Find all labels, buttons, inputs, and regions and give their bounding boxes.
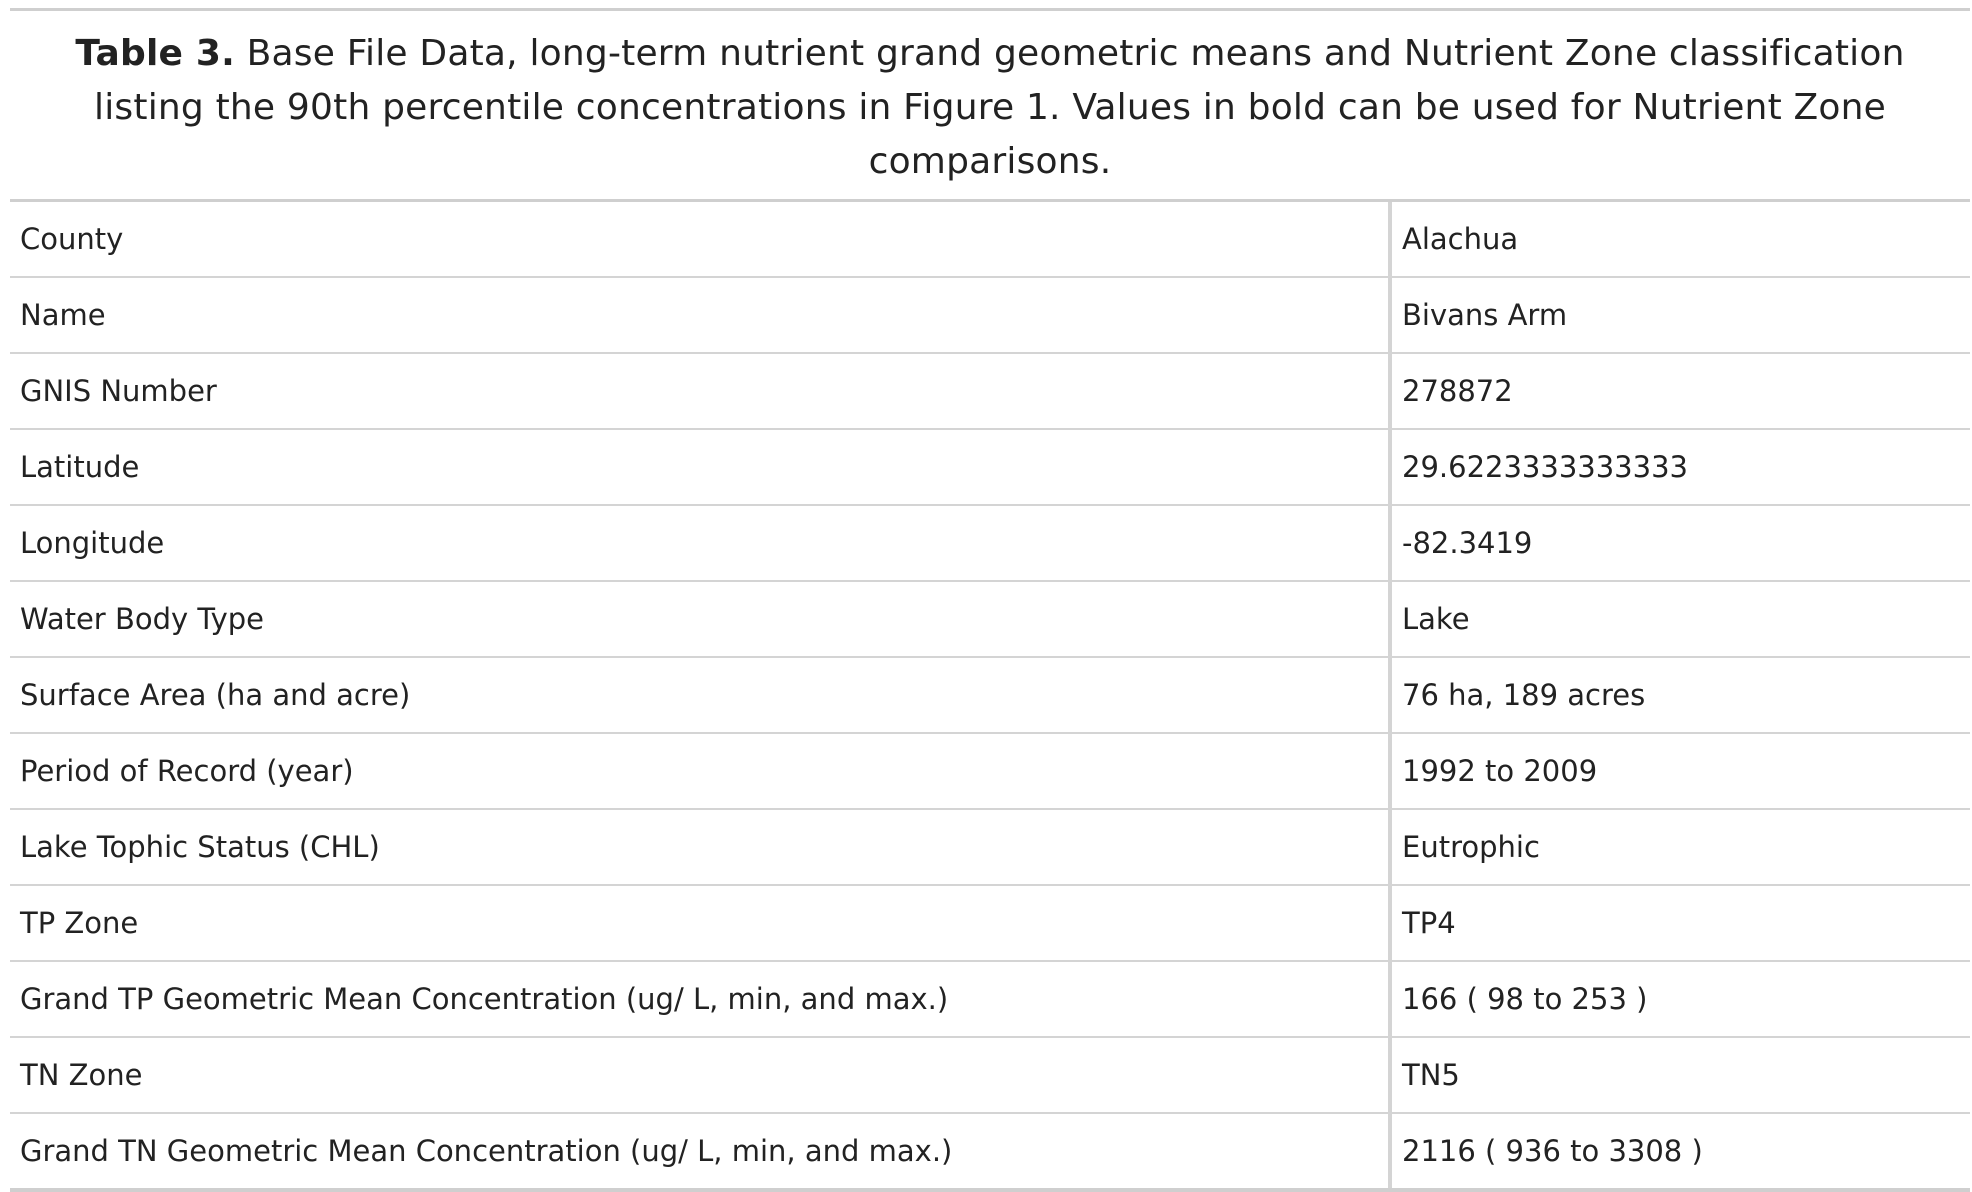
row-label: Period of Record (year) <box>10 733 1390 810</box>
row-value: 76 ha, 189 acres <box>1388 657 1970 734</box>
row-label: Latitude <box>10 429 1390 506</box>
table-row: Longitude -82.3419 <box>10 505 1970 582</box>
table-row: Name Bivans Arm <box>10 277 1970 354</box>
row-label: TP Zone <box>10 885 1390 962</box>
table-row: County Alachua <box>10 202 1970 278</box>
row-label: GNIS Number <box>10 353 1390 430</box>
table-row: Grand TN Geometric Mean Concentration (u… <box>10 1113 1970 1192</box>
row-value: 2116 ( 936 to 3308 ) <box>1388 1113 1970 1192</box>
row-value: 1992 to 2009 <box>1388 733 1970 810</box>
row-value: Bivans Arm <box>1388 277 1970 354</box>
table-row: Water Body Type Lake <box>10 581 1970 658</box>
row-label: Name <box>10 277 1390 354</box>
table-row: TN Zone TN5 <box>10 1037 1970 1114</box>
table-row: Period of Record (year) 1992 to 2009 <box>10 733 1970 810</box>
table-row: TP Zone TP4 <box>10 885 1970 962</box>
row-value: TN5 <box>1388 1037 1970 1114</box>
caption-lead: Table 3. <box>75 33 235 74</box>
table-caption: Table 3. Base File Data, long-term nutri… <box>10 11 1970 199</box>
row-value: -82.3419 <box>1388 505 1970 582</box>
row-value: Eutrophic <box>1388 809 1970 886</box>
caption-text: Base File Data, long-term nutrient grand… <box>94 33 1905 182</box>
table-row: Surface Area (ha and acre) 76 ha, 189 ac… <box>10 657 1970 734</box>
row-value: Lake <box>1388 581 1970 658</box>
top-rule <box>10 8 1970 11</box>
row-label: Lake Tophic Status (CHL) <box>10 809 1390 886</box>
row-label: Water Body Type <box>10 581 1390 658</box>
row-label: Grand TP Geometric Mean Concentration (u… <box>10 961 1390 1038</box>
row-label: Grand TN Geometric Mean Concentration (u… <box>10 1113 1390 1192</box>
row-label: TN Zone <box>10 1037 1390 1114</box>
row-value: 29.6223333333333 <box>1388 429 1970 506</box>
table-row: Grand TP Geometric Mean Concentration (u… <box>10 961 1970 1038</box>
row-label: Surface Area (ha and acre) <box>10 657 1390 734</box>
data-table-container: Table 3. Base File Data, long-term nutri… <box>10 8 1970 1192</box>
row-value: 166 ( 98 to 253 ) <box>1388 961 1970 1038</box>
caption-rule <box>10 199 1970 202</box>
row-label: County <box>10 202 1390 278</box>
row-label: Longitude <box>10 505 1390 582</box>
table-row: Latitude 29.6223333333333 <box>10 429 1970 506</box>
row-value: 278872 <box>1388 353 1970 430</box>
base-file-data-table: County Alachua Name Bivans Arm GNIS Numb… <box>10 202 1970 1192</box>
row-value: TP4 <box>1388 885 1970 962</box>
table-row: Lake Tophic Status (CHL) Eutrophic <box>10 809 1970 886</box>
table-row: GNIS Number 278872 <box>10 353 1970 430</box>
row-value: Alachua <box>1388 202 1970 278</box>
